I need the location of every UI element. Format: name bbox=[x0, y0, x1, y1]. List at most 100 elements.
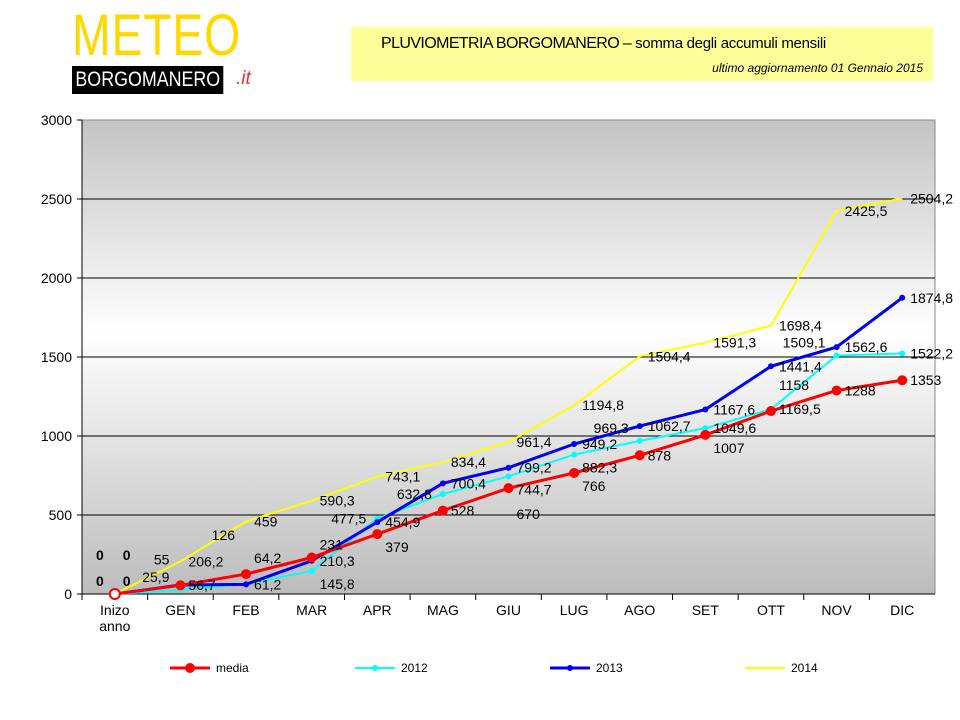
data-label-2012: 632,8 bbox=[397, 486, 432, 502]
data-label-2014: 1194,8 bbox=[582, 397, 624, 413]
data-label-2012: 1049,6 bbox=[713, 420, 756, 436]
title-main-text: PLUVIOMETRIA BORGOMANERO – bbox=[381, 35, 632, 52]
data-point-2013 bbox=[767, 363, 774, 370]
x-tick-label: FEB bbox=[232, 602, 259, 618]
data-point-media bbox=[372, 529, 383, 540]
data-label-2012: 477,5 bbox=[331, 511, 366, 527]
data-point-2013 bbox=[636, 423, 643, 430]
data-label-2013: 0 bbox=[96, 573, 104, 589]
x-tick-label: GIU bbox=[496, 602, 521, 618]
data-point-2013 bbox=[833, 344, 840, 351]
data-label-2013: 1874,8 bbox=[910, 290, 953, 306]
data-label-media: 1007 bbox=[713, 440, 744, 456]
data-point-2012 bbox=[636, 437, 643, 444]
chart-title: PLUVIOMETRIA BORGOMANERO – somma degli a… bbox=[381, 35, 826, 53]
data-label-media: 766 bbox=[582, 478, 606, 494]
data-point-media bbox=[897, 375, 908, 386]
data-label-media: 1353 bbox=[910, 372, 941, 388]
data-label-media: 670 bbox=[517, 506, 541, 522]
x-tick-label: LUG bbox=[560, 602, 589, 618]
data-label-2012: 64,2 bbox=[254, 550, 281, 566]
data-label-2013: 56,7 bbox=[188, 577, 215, 593]
legend-label-2013: 2013 bbox=[596, 661, 623, 675]
data-label-2014: 1591,3 bbox=[713, 335, 756, 351]
data-label-media: 379 bbox=[385, 539, 409, 555]
x-tick-label: NOV bbox=[821, 602, 852, 618]
y-tick-label: 3000 bbox=[41, 112, 72, 128]
data-point-2012 bbox=[505, 473, 512, 480]
data-label-media: 126 bbox=[212, 527, 236, 543]
data-label-2014: 743,1 bbox=[385, 469, 420, 485]
legend-label-media: media bbox=[216, 661, 249, 675]
data-label-2013: 1062,7 bbox=[648, 418, 691, 434]
y-tick-label: 0 bbox=[64, 586, 72, 602]
data-label-media: 528 bbox=[451, 503, 475, 519]
data-point-2012 bbox=[439, 491, 446, 498]
last-update: ultimo aggiornamento 01 Gennaio 2015 bbox=[712, 61, 923, 75]
x-tick-label: OTT bbox=[757, 602, 785, 618]
data-label-2014: 1698,4 bbox=[779, 318, 822, 334]
legend-marker-media bbox=[185, 663, 195, 673]
data-label-2012: 1169,5 bbox=[779, 401, 821, 417]
data-point-2013 bbox=[571, 441, 578, 448]
data-label-2014: 2504,2 bbox=[910, 190, 953, 206]
legend-marker-2013 bbox=[567, 665, 573, 671]
data-point-media bbox=[175, 580, 186, 591]
data-label-2013: 454,9 bbox=[385, 514, 420, 530]
title-sub-text: somma degli accumuli mensili bbox=[635, 35, 826, 52]
data-point-2012 bbox=[833, 352, 840, 359]
data-label-2013: 61,2 bbox=[254, 576, 281, 592]
data-point-media bbox=[634, 450, 645, 461]
data-label-2013: 1167,6 bbox=[713, 402, 755, 418]
title-box: PLUVIOMETRIA BORGOMANERO – somma degli a… bbox=[351, 27, 933, 81]
data-point-2013 bbox=[702, 406, 709, 413]
data-label-2012: 969,3 bbox=[594, 420, 629, 436]
data-label-media: 0 bbox=[96, 547, 104, 563]
data-point-media bbox=[108, 588, 121, 600]
data-point-2012 bbox=[702, 425, 709, 432]
data-label-2012: 1509,1 bbox=[783, 335, 826, 351]
data-label-2012: 0 bbox=[123, 547, 131, 563]
data-label-2013: 210,3 bbox=[320, 553, 355, 569]
data-point-2012 bbox=[899, 350, 906, 357]
x-tick-label: GEN bbox=[165, 602, 195, 618]
x-tick-label: AGO bbox=[624, 602, 655, 618]
data-point-2013 bbox=[505, 464, 512, 471]
legend-label-2014: 2014 bbox=[791, 661, 818, 675]
data-label-2014: 459 bbox=[254, 513, 278, 529]
data-label-2014: 590,3 bbox=[320, 493, 355, 509]
data-point-2013 bbox=[439, 480, 446, 487]
data-label-2012: 1522,2 bbox=[910, 345, 953, 361]
logo-borgomanero: BORGOMANERO bbox=[72, 66, 224, 94]
legend-marker-2012 bbox=[372, 665, 378, 671]
data-label-2012: 145,8 bbox=[320, 576, 355, 592]
data-label-2014: 961,4 bbox=[517, 434, 552, 450]
y-tick-label: 1000 bbox=[41, 428, 72, 444]
data-label-media: 55 bbox=[154, 551, 170, 567]
data-point-media bbox=[831, 385, 842, 396]
legend-label-2012: 2012 bbox=[401, 661, 428, 675]
series-line-2014 bbox=[114, 197, 903, 595]
data-point-media bbox=[700, 429, 711, 440]
data-label-media: 878 bbox=[648, 447, 672, 463]
x-tick-label: anno bbox=[99, 618, 130, 634]
data-label-2013: 700,4 bbox=[451, 475, 486, 491]
data-point-media bbox=[765, 406, 776, 417]
x-tick-label: SET bbox=[692, 602, 720, 618]
data-label-2013: 799,2 bbox=[517, 460, 552, 476]
data-label-2013: 949,2 bbox=[582, 436, 617, 452]
x-tick-label: MAG bbox=[427, 602, 459, 618]
data-point-2013 bbox=[374, 519, 381, 526]
data-point-media bbox=[306, 552, 317, 563]
x-tick-label: APR bbox=[363, 602, 392, 618]
x-tick-label: MAR bbox=[296, 602, 327, 618]
logo-tld: .it bbox=[236, 68, 251, 89]
x-tick-label: Inizo bbox=[100, 602, 130, 618]
data-label-2012: 25,9 bbox=[142, 569, 169, 585]
data-label-media: 1288 bbox=[845, 382, 876, 398]
data-point-2012 bbox=[308, 567, 315, 574]
data-label-2014: 206,2 bbox=[188, 553, 223, 569]
x-tick-label: DIC bbox=[890, 602, 914, 618]
data-label-2012: 882,3 bbox=[582, 460, 617, 476]
